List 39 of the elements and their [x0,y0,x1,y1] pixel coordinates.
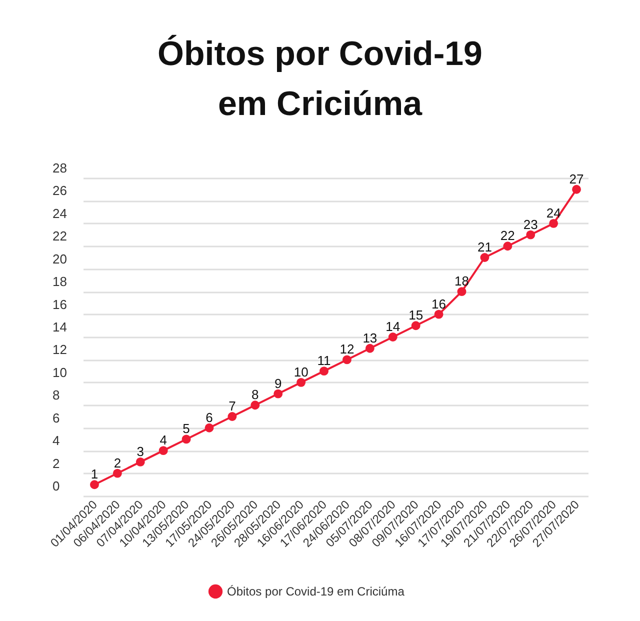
y-tick-label: 26 [52,183,67,198]
y-tick-label: 16 [52,296,67,312]
y-tick-label: 14 [52,320,67,334]
data-label: 24 [546,205,561,220]
y-tick-label: 12 [52,342,67,358]
data-label: 18 [454,274,469,289]
data-label: 23 [523,216,538,232]
data-label: 11 [317,353,331,368]
data-label: 12 [340,342,354,357]
data-label: 3 [136,444,144,459]
y-tick-label: 28 [52,160,67,176]
data-label: 21 [477,240,492,254]
data-label: 14 [386,319,400,334]
data-label: 16 [432,296,446,312]
y-tick-label: 24 [52,206,67,221]
data-label: 4 [160,432,167,448]
data-label: 1 [90,466,98,482]
data-label: 13 [362,330,378,346]
data-label: 27 [569,171,584,186]
y-tick-label: 6 [52,410,60,426]
y-tick-label: 18 [52,274,67,290]
y-tick-label: 8 [52,388,60,403]
data-label: 10 [294,364,308,380]
y-tick-label: 20 [52,251,67,266]
y-tick-label: 2 [52,456,60,471]
data-label: 8 [252,387,259,402]
data-label: 5 [182,421,190,436]
data-label: 7 [228,398,236,414]
chart-title: Óbitos por Covid-19 em Criciúma [158,34,482,123]
data-label: 22 [500,228,515,244]
y-tick-label: 22 [52,228,67,244]
data-label: 15 [408,308,424,323]
legend-label: Óbitos por Covid-19 em Criciúma [227,584,405,598]
y-tick-label: 4 [52,433,60,448]
y-tick-label: 0 [52,478,60,494]
y-tick-label: 10 [52,364,67,380]
data-label: 2 [114,455,122,470]
data-label: 6 [206,410,213,425]
data-label: 9 [274,376,282,391]
